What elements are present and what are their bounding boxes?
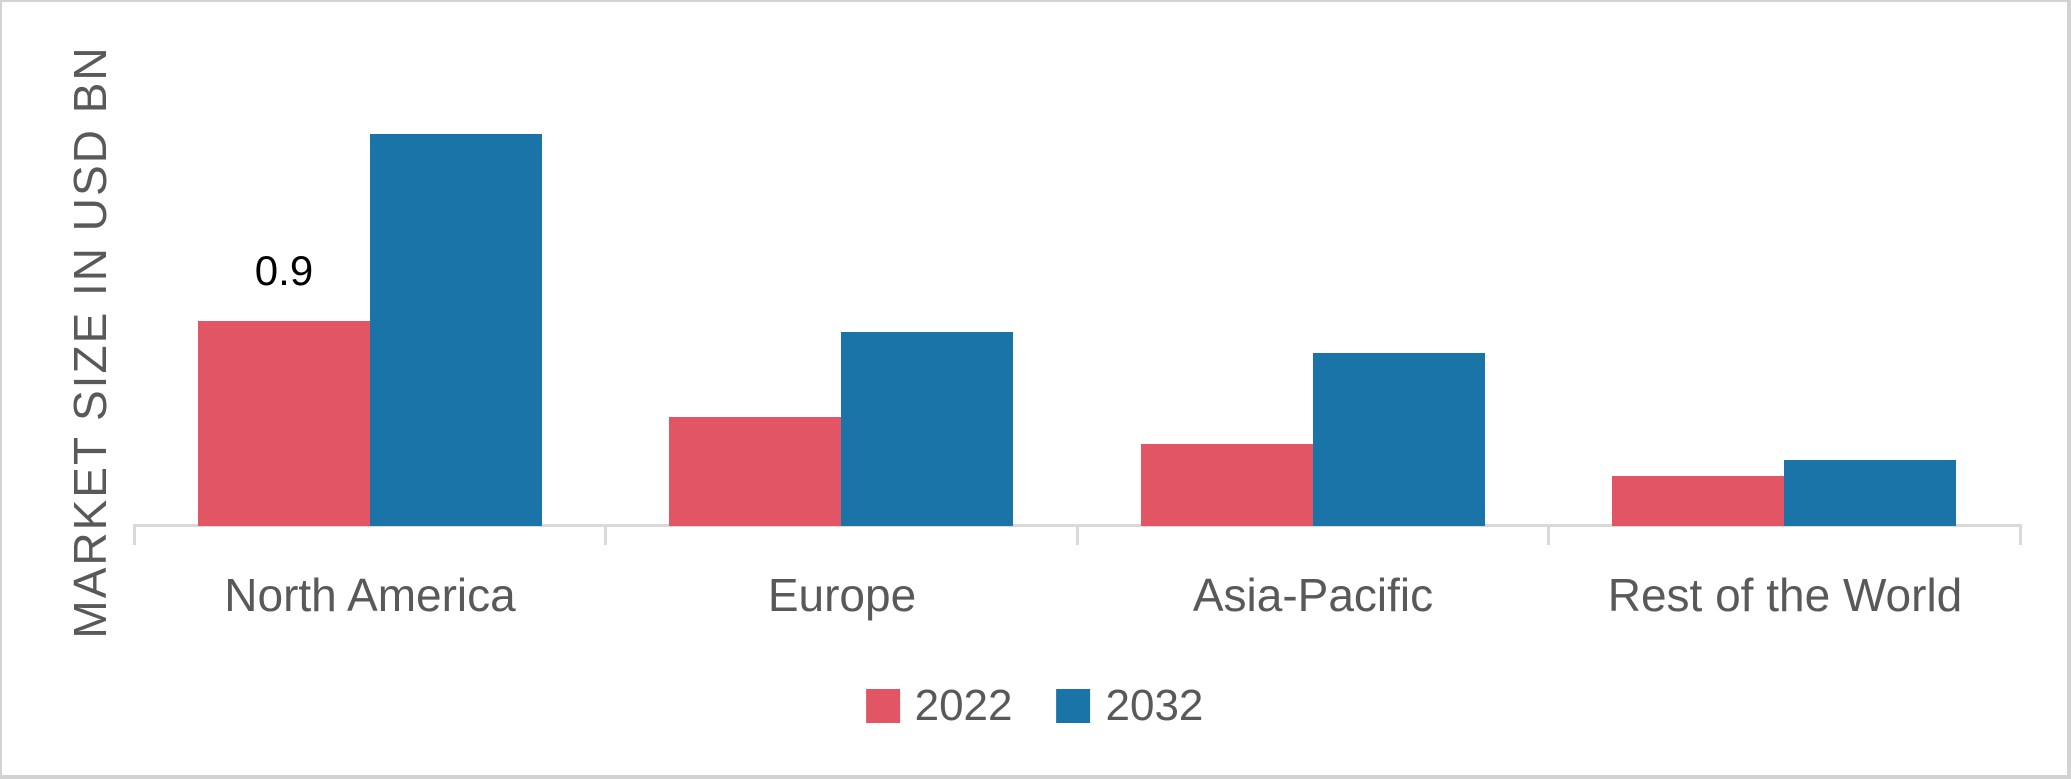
x-axis-tick	[1076, 524, 1079, 545]
x-axis-tick	[133, 524, 136, 545]
bar-2032-north-america	[370, 134, 542, 526]
bar-2032-europe	[841, 332, 1013, 526]
x-axis-label-north-america: North America	[224, 569, 516, 621]
bar-data-label: 0.9	[254, 247, 314, 294]
legend-label: 2022	[914, 681, 1013, 730]
legend-swatch-icon	[865, 689, 900, 723]
bar-2022-europe	[669, 417, 841, 526]
legend-item-2022: 2022	[865, 681, 1013, 730]
x-axis-tick	[604, 524, 607, 545]
bar-2022-asia-pacific	[1141, 444, 1313, 526]
bar-2022-rest-of-the-world	[1612, 476, 1784, 526]
legend-swatch-icon	[1056, 689, 1091, 723]
x-axis-label-europe: Europe	[767, 569, 917, 621]
bar-2032-asia-pacific	[1313, 353, 1485, 526]
legend: 2022 2032	[865, 681, 1204, 730]
bar-2022-north-america	[198, 321, 370, 526]
y-axis-title: MARKET SIZE IN USD BN	[64, 45, 116, 639]
legend-item-2032: 2032	[1056, 681, 1204, 730]
legend-label: 2032	[1105, 681, 1204, 730]
x-axis-label-asia-pacific: Asia-Pacific	[1192, 569, 1434, 621]
x-axis-tick	[2019, 524, 2022, 545]
x-axis-tick	[1547, 524, 1550, 545]
bar-2032-rest-of-the-world	[1784, 460, 1956, 526]
x-axis-label-rest-of-the-world: Rest of the World	[1607, 569, 1963, 621]
